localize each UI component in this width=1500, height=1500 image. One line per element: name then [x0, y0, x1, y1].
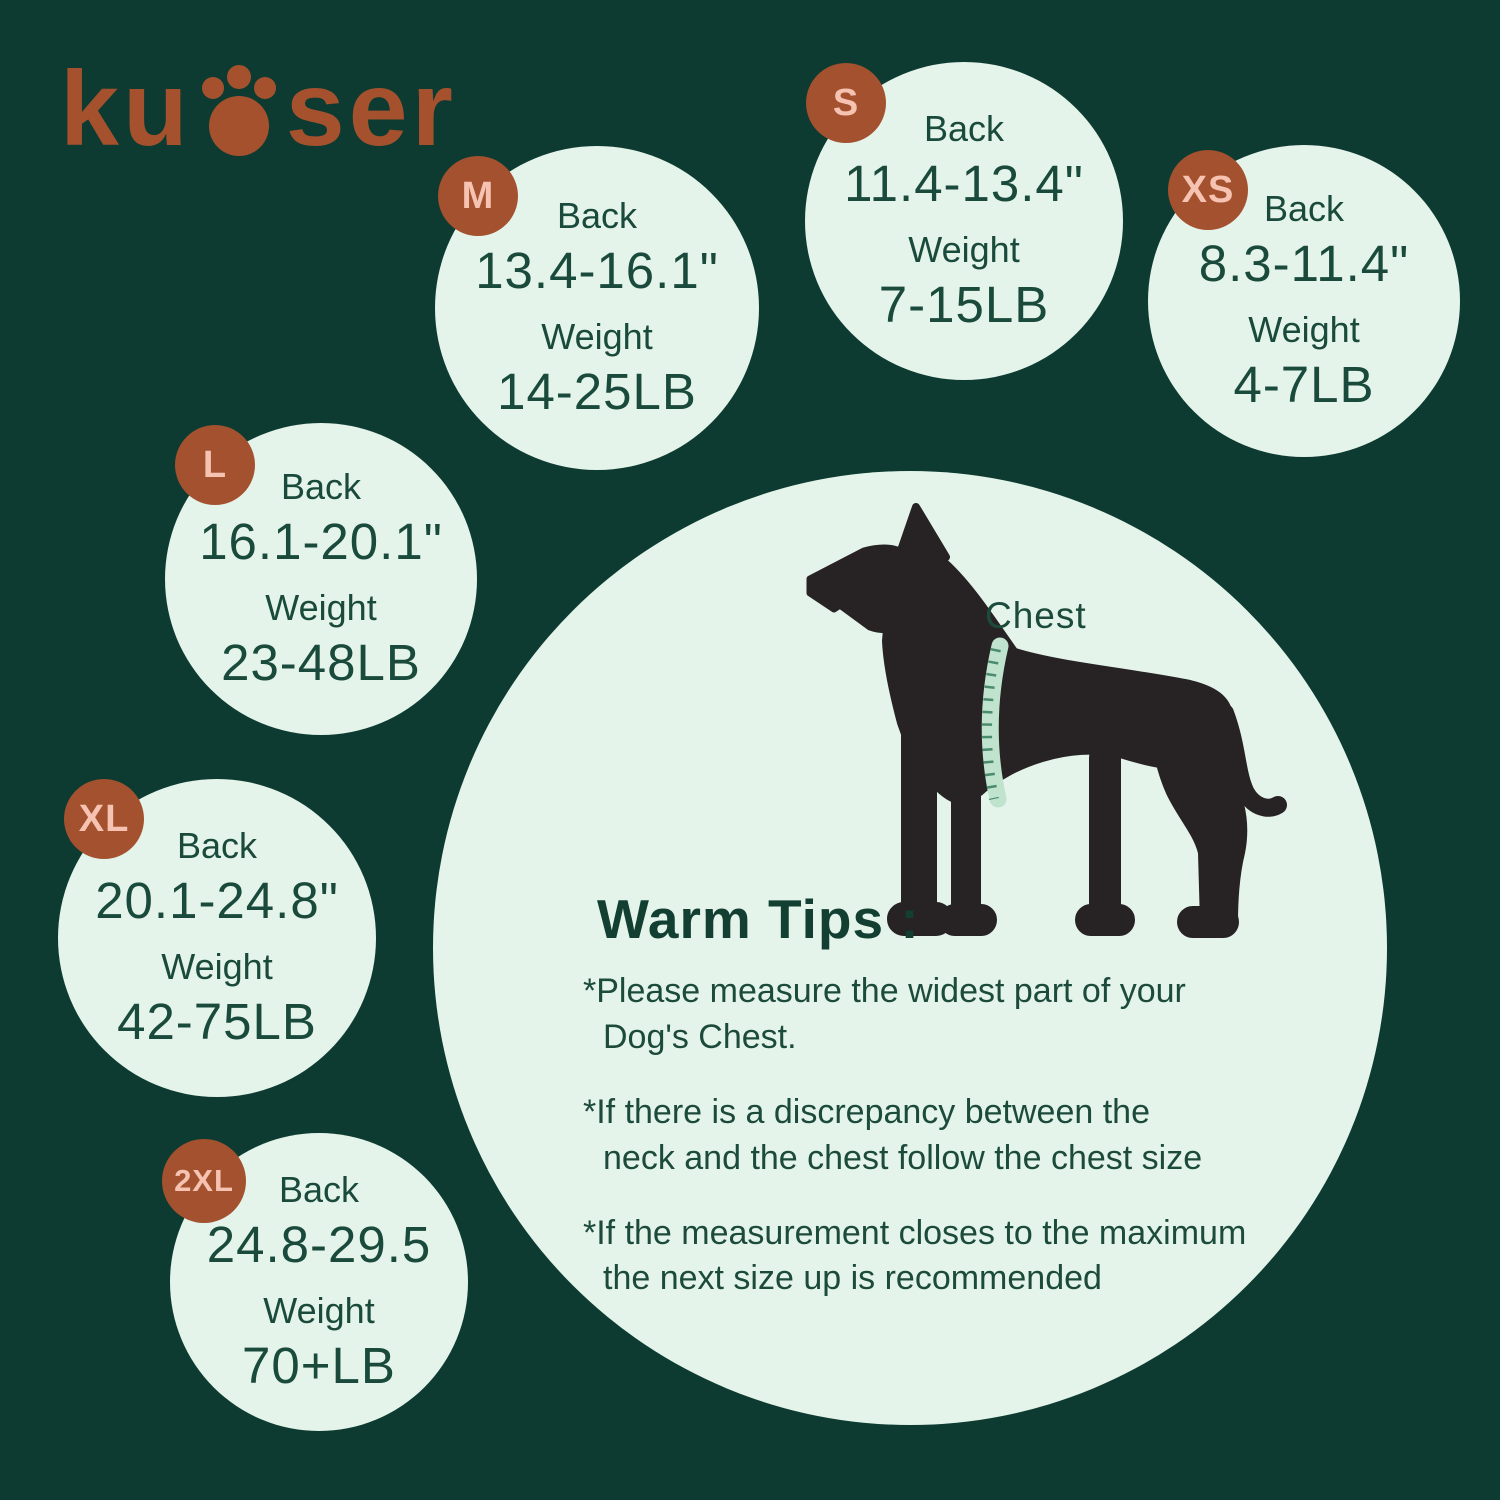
- weight-label: Weight: [908, 229, 1020, 270]
- back-value: 11.4-13.4": [844, 155, 1084, 212]
- back-value: 20.1-24.8": [95, 872, 339, 929]
- warm-tip-3: *If the measurement closes to the maximu…: [583, 1213, 1247, 1298]
- size-badge-xs: XS: [1168, 150, 1248, 230]
- warm-tips-title: Warm Tips :: [597, 888, 920, 950]
- size-badge-s: S: [806, 63, 886, 143]
- back-label: Back: [1263, 188, 1345, 229]
- measuring-tape-icon: [981, 637, 1009, 808]
- back-label: Back: [280, 466, 362, 507]
- size-badge-m: M: [438, 156, 518, 236]
- back-value: 16.1-20.1": [199, 513, 443, 570]
- dog-silhouette-icon: [806, 503, 1287, 938]
- weight-label: Weight: [1248, 309, 1360, 350]
- size-circle-s: Back 11.4-13.4" Weight 7-15LB: [805, 62, 1123, 380]
- size-badge-l: L: [175, 425, 255, 505]
- size-circle-m: Back 13.4-16.1" Weight 14-25LB: [435, 146, 759, 470]
- logo-text-suffix: ser: [285, 50, 457, 168]
- weight-value: 42-75LB: [117, 993, 317, 1050]
- weight-value: 7-15LB: [878, 276, 1050, 333]
- weight-label: Weight: [541, 316, 653, 357]
- back-value: 13.4-16.1": [475, 242, 719, 299]
- weight-value: 70+LB: [242, 1337, 396, 1394]
- paw-icon: [201, 65, 276, 156]
- measuring-guide-circle: Chest Warm Tips : *Please measure the wi…: [433, 471, 1387, 1425]
- brand-logo: ku ser: [60, 56, 457, 162]
- back-label: Back: [923, 108, 1005, 149]
- weight-label: Weight: [263, 1290, 375, 1331]
- weight-label: Weight: [161, 946, 273, 987]
- size-badge-2xl: 2XL: [162, 1139, 246, 1223]
- back-label: Back: [278, 1169, 360, 1210]
- weight-value: 4-7LB: [1233, 356, 1375, 413]
- logo-text-prefix: ku: [60, 50, 192, 168]
- chest-label: Chest: [985, 595, 1087, 636]
- back-label: Back: [176, 825, 258, 866]
- warm-tip-2: *If there is a discrepancy between the n…: [583, 1092, 1203, 1177]
- size-badge-xl: XL: [64, 779, 144, 859]
- warm-tip-1: *Please measure the widest part of your …: [583, 972, 1186, 1056]
- weight-value: 14-25LB: [497, 363, 697, 420]
- warm-tips-list: *Please measure the widest part of your …: [583, 969, 1303, 1331]
- back-label: Back: [556, 195, 638, 236]
- back-value: 24.8-29.5: [206, 1216, 432, 1273]
- weight-label: Weight: [265, 587, 377, 628]
- back-value: 8.3-11.4": [1198, 235, 1410, 292]
- weight-value: 23-48LB: [221, 634, 421, 691]
